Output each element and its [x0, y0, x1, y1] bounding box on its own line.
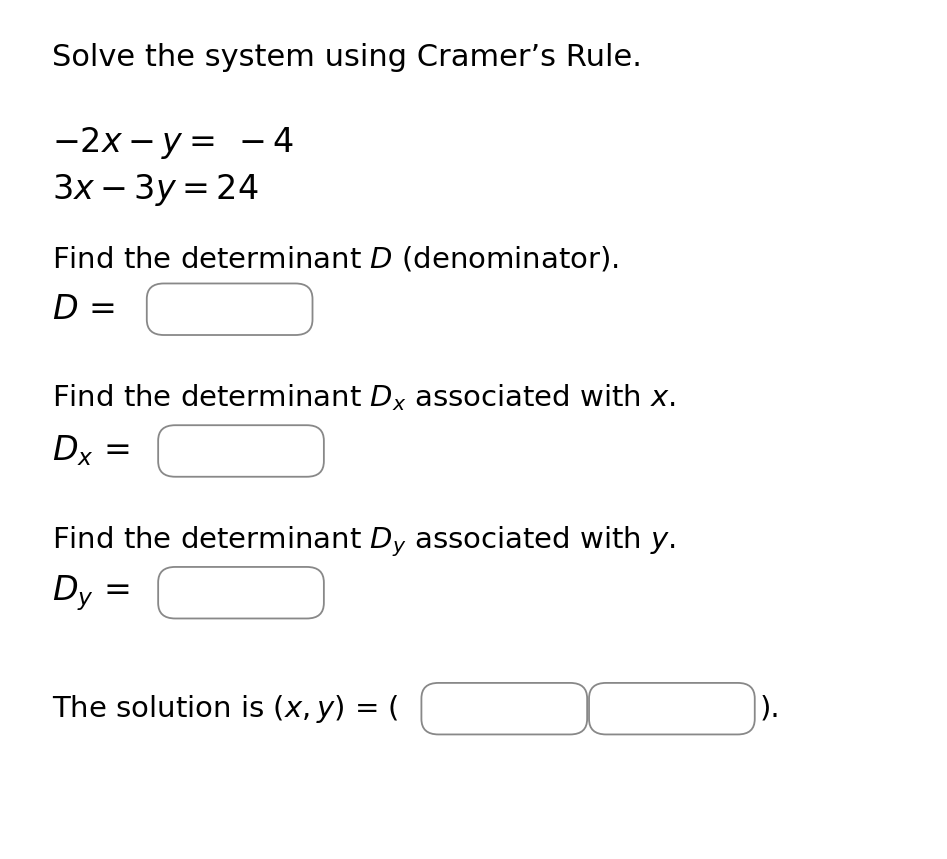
Text: $D_x$ =: $D_x$ =	[52, 434, 130, 468]
FancyBboxPatch shape	[589, 683, 755, 734]
Text: $D_y$ =: $D_y$ =	[52, 573, 130, 612]
FancyBboxPatch shape	[421, 683, 587, 734]
Text: The solution is $(x, y)$ = (: The solution is $(x, y)$ = (	[52, 692, 399, 725]
FancyBboxPatch shape	[158, 425, 324, 477]
FancyBboxPatch shape	[147, 283, 313, 335]
Text: $3x - 3y = 24$: $3x - 3y = 24$	[52, 172, 259, 208]
Text: $D$ =: $D$ =	[52, 293, 115, 326]
Text: $-2x - y = \;-4$: $-2x - y = \;-4$	[52, 125, 295, 161]
Text: Find the determinant $D_x$ associated with $x$.: Find the determinant $D_x$ associated wi…	[52, 382, 676, 413]
FancyBboxPatch shape	[158, 567, 324, 618]
Text: ,: ,	[592, 695, 601, 722]
Text: Find the determinant $D$ (denominator).: Find the determinant $D$ (denominator).	[52, 245, 619, 274]
Text: Find the determinant $D_y$ associated with $y$.: Find the determinant $D_y$ associated wi…	[52, 524, 676, 558]
Text: Solve the system using Cramer’s Rule.: Solve the system using Cramer’s Rule.	[52, 43, 642, 72]
Text: ).: ).	[759, 695, 780, 722]
